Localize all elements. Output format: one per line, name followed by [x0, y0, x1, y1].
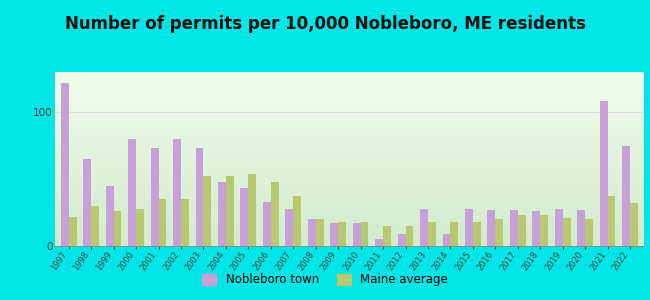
- Bar: [532, 211, 540, 246]
- Bar: [218, 182, 226, 246]
- Bar: [600, 101, 608, 246]
- Bar: [114, 211, 122, 246]
- Bar: [330, 223, 338, 246]
- Bar: [151, 148, 159, 246]
- Bar: [510, 210, 518, 246]
- Bar: [622, 146, 630, 246]
- Bar: [196, 148, 203, 246]
- Bar: [420, 208, 428, 246]
- Bar: [353, 223, 361, 246]
- Bar: [443, 234, 450, 246]
- Bar: [540, 215, 548, 246]
- Bar: [518, 215, 526, 246]
- Bar: [361, 222, 369, 246]
- Bar: [181, 199, 189, 246]
- Bar: [271, 182, 279, 246]
- Bar: [69, 217, 77, 246]
- Bar: [159, 199, 166, 246]
- Bar: [577, 210, 585, 246]
- Bar: [83, 159, 91, 246]
- Bar: [585, 219, 593, 246]
- Bar: [465, 208, 473, 246]
- Bar: [203, 176, 211, 246]
- Bar: [608, 196, 616, 246]
- Text: Number of permits per 10,000 Nobleboro, ME residents: Number of permits per 10,000 Nobleboro, …: [64, 15, 586, 33]
- Bar: [248, 174, 256, 246]
- Bar: [106, 186, 114, 246]
- Legend: Nobleboro town, Maine average: Nobleboro town, Maine average: [198, 269, 452, 291]
- Bar: [226, 176, 234, 246]
- Bar: [136, 208, 144, 246]
- Bar: [563, 218, 571, 246]
- Bar: [488, 210, 495, 246]
- Bar: [495, 219, 503, 246]
- Bar: [61, 83, 69, 246]
- Bar: [428, 222, 436, 246]
- Bar: [406, 226, 413, 246]
- Bar: [285, 208, 293, 246]
- Bar: [375, 239, 383, 246]
- Bar: [263, 202, 271, 246]
- Bar: [316, 219, 324, 246]
- Bar: [383, 226, 391, 246]
- Bar: [630, 203, 638, 246]
- Bar: [128, 139, 136, 246]
- Bar: [398, 234, 406, 246]
- Bar: [293, 196, 301, 246]
- Bar: [240, 188, 248, 246]
- Bar: [308, 219, 316, 246]
- Bar: [555, 208, 563, 246]
- Bar: [473, 222, 481, 246]
- Bar: [173, 139, 181, 246]
- Bar: [450, 222, 458, 246]
- Bar: [338, 222, 346, 246]
- Bar: [91, 206, 99, 246]
